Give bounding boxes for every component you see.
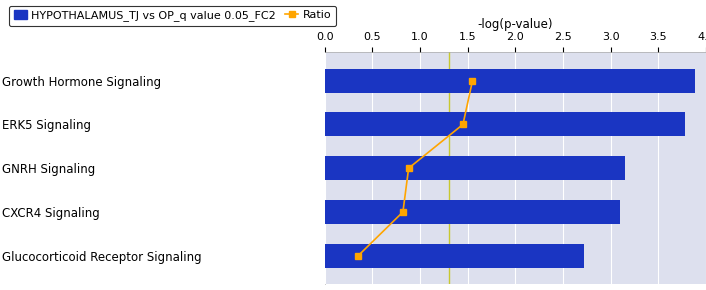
Bar <box>325 69 695 93</box>
Bar <box>325 244 584 268</box>
Bar <box>325 200 621 224</box>
X-axis label: -log(p-value): -log(p-value) <box>478 18 553 31</box>
Legend: HYPOTHALAMUS_TJ vs OP_q value 0.05_FC2, Ratio: HYPOTHALAMUS_TJ vs OP_q value 0.05_FC2, … <box>9 6 336 26</box>
Bar <box>325 113 685 137</box>
Bar <box>325 156 625 180</box>
